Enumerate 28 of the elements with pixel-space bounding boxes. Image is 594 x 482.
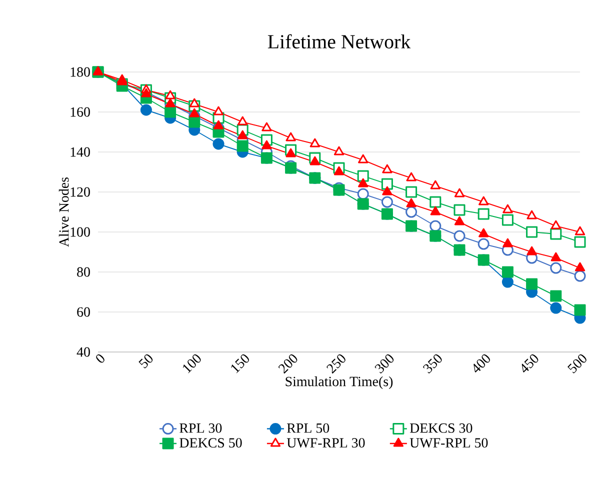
x-tick-label: 50 <box>138 354 153 368</box>
y-tick-label: 80 <box>77 267 90 277</box>
y-tick-label: 140 <box>70 147 90 157</box>
y-tick-label: 120 <box>70 187 90 197</box>
legend-label: DEKCS 30 <box>410 423 472 433</box>
legend-label: UWF-RPL 30 <box>286 438 365 448</box>
y-tick-label: 180 <box>70 67 90 77</box>
chart-title: Lifetime Network <box>268 34 411 48</box>
y-tick-label: 40 <box>76 347 90 357</box>
legend-label: UWF-RPL 50 <box>410 438 488 448</box>
x-axis-title: Simulation Time(s) <box>286 376 393 390</box>
x-tick-label: 200 <box>278 354 298 374</box>
x-tick-label: 300 <box>374 354 394 374</box>
x-tick-label: 350 <box>422 354 442 374</box>
y-tick-label: 60 <box>77 307 90 317</box>
legend-label: DEKCS 50 <box>180 438 242 448</box>
y-axis-title: Alive Nodes <box>58 177 69 247</box>
legend-label: RPL 50 <box>287 423 330 433</box>
x-tick-label: 400 <box>474 354 490 372</box>
x-tick-label: 100 <box>183 354 201 374</box>
legend-label: RPL 30 <box>180 423 222 433</box>
y-tick-label: 160 <box>70 107 90 117</box>
x-tick-label: 150 <box>231 354 249 374</box>
x-tick-label: 450 <box>522 354 538 372</box>
x-tick-label: 250 <box>326 354 346 374</box>
y-tick-label: 100 <box>70 227 90 237</box>
x-tick-label: 500 <box>568 354 586 374</box>
x-tick-label: 0 <box>96 354 104 363</box>
